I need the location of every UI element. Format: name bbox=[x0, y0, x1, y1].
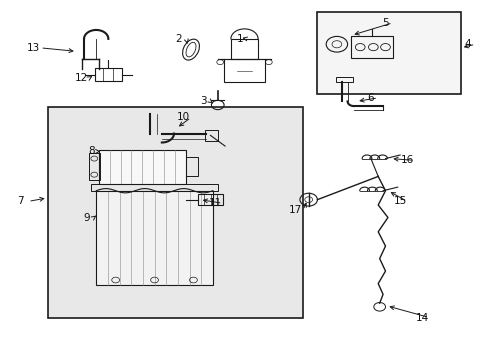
Text: 4: 4 bbox=[464, 39, 470, 49]
Text: 7: 7 bbox=[18, 197, 24, 206]
Bar bbox=[230, 39, 258, 59]
Bar bbox=[351, 36, 392, 58]
Bar bbox=[89, 153, 100, 180]
Bar bbox=[186, 157, 198, 176]
Text: 12: 12 bbox=[75, 73, 88, 83]
Text: 16: 16 bbox=[400, 156, 413, 165]
Text: 3: 3 bbox=[200, 96, 206, 107]
Text: 10: 10 bbox=[177, 112, 190, 122]
Bar bbox=[99, 150, 186, 184]
Text: 6: 6 bbox=[367, 93, 373, 103]
Text: 8: 8 bbox=[88, 147, 95, 157]
Bar bbox=[91, 184, 217, 191]
Text: 14: 14 bbox=[414, 312, 427, 323]
Bar bbox=[96, 191, 212, 285]
Text: 1: 1 bbox=[236, 34, 243, 44]
Bar bbox=[95, 68, 122, 81]
Text: 11: 11 bbox=[208, 198, 222, 208]
Bar bbox=[47, 107, 302, 318]
Text: 13: 13 bbox=[26, 43, 40, 53]
Text: 5: 5 bbox=[382, 18, 388, 28]
Text: 9: 9 bbox=[83, 212, 90, 222]
Bar bbox=[198, 194, 222, 205]
Bar bbox=[224, 59, 264, 82]
Bar bbox=[204, 130, 218, 141]
Bar bbox=[335, 77, 352, 82]
Bar bbox=[317, 12, 460, 94]
Text: 15: 15 bbox=[393, 197, 406, 206]
Text: 17: 17 bbox=[288, 205, 302, 215]
Text: 2: 2 bbox=[175, 34, 182, 44]
